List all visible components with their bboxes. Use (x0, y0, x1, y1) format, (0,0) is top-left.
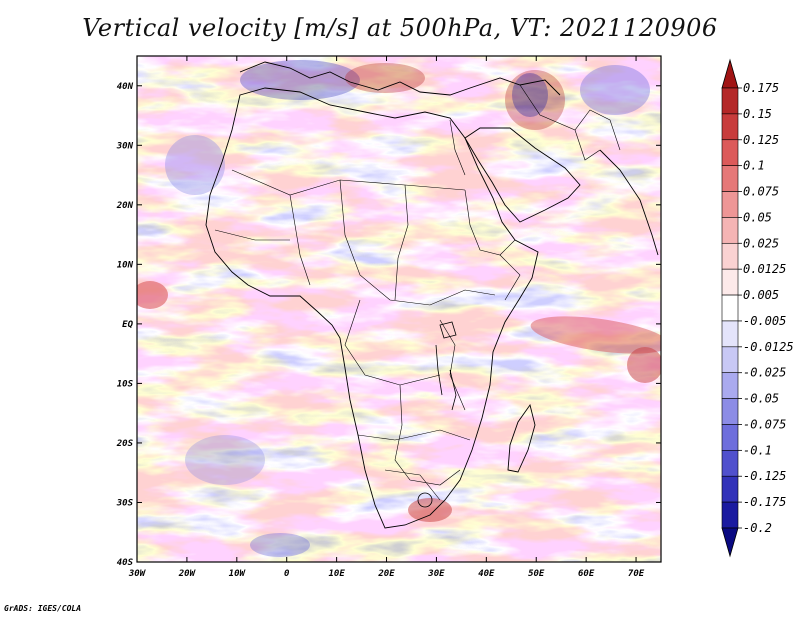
coastlines (205, 61, 659, 529)
colorbar-top-arrow (721, 58, 739, 89)
colorbar-segment (721, 139, 739, 166)
colorbar-segment (721, 87, 739, 115)
colorbar-label: -0.075 (743, 417, 786, 431)
colorbar-label: -0.025 (743, 366, 786, 380)
velocity-field (137, 56, 661, 562)
lat-tick-label: 10S (117, 379, 134, 389)
lakes (417, 321, 457, 508)
lon-tick-label: 70E (628, 569, 645, 579)
colorbar-segment (721, 475, 739, 503)
lat-tick-label: 10N (117, 260, 134, 270)
colorbar-segment (721, 398, 739, 425)
colorbar-segment (721, 424, 739, 451)
arabia-coastline (464, 127, 581, 223)
lon-tick-label: 30E (427, 569, 445, 579)
lon-tick-label: 20E (377, 569, 395, 579)
colorbar-label: -0.005 (743, 314, 786, 328)
colorbar-segment (721, 217, 739, 244)
colorbar-segment (721, 191, 739, 218)
colorbar-label: 0.175 (743, 81, 779, 95)
colorbar-label: 0.125 (743, 133, 779, 147)
colorbar-label: 0.15 (743, 107, 772, 121)
credit-text: GrADS: IGES/COLA (4, 604, 82, 613)
lat-tick-label: 30N (116, 141, 134, 151)
lat-tick-label: 20N (116, 201, 134, 211)
colorbar-label: -0.125 (743, 469, 786, 483)
lon-tick-label: 60E (578, 569, 595, 579)
lon-tick-label: 50E (528, 569, 545, 579)
lat-tick-label: 20S (116, 439, 134, 449)
colorbar-bottom-arrow (721, 527, 739, 558)
lon-tick-label: 0 (284, 569, 290, 579)
map-title: Vertical velocity [m/s] at 500hPa, VT: 2… (82, 14, 718, 42)
lon-tick-label: 10W (229, 569, 247, 579)
colorbar-label: 0.005 (743, 288, 779, 302)
longitude-axis: 30W 20W 10W 0 10E 20E 30E 40E 50E 60E 70E (128, 56, 645, 579)
lat-tick-label: 40S (117, 558, 134, 568)
colorbar-label: -0.175 (743, 495, 786, 509)
colorbar-segment (721, 501, 739, 529)
colorbar-label: -0.1 (743, 443, 772, 457)
colorbar-label: -0.0125 (743, 340, 794, 354)
colorbar-segment (721, 450, 739, 477)
colorbar-label: -0.05 (743, 392, 779, 406)
colorbar-segment (721, 113, 739, 141)
lat-tick-label: 40N (117, 82, 134, 92)
africa-coastline (205, 87, 539, 529)
colorbar-label: 0.075 (743, 185, 779, 199)
lon-tick-label: 40E (478, 569, 495, 579)
colorbar-segment (721, 320, 739, 348)
europe-coastline (239, 61, 561, 96)
lat-tick-label: EQ (122, 320, 133, 330)
colorbar-segment (721, 294, 739, 322)
latitude-axis: 40N 30N 20N 10N EQ 10S 20S 30S 40S (116, 82, 661, 568)
lat-tick-label: 30S (116, 498, 134, 508)
colorbar-segment (721, 165, 739, 192)
lon-tick-label: 20W (178, 569, 197, 579)
colorbar-segment (721, 346, 739, 374)
lon-tick-label: 10E (328, 569, 345, 579)
colorbar: 0.175 0.15 0.125 0.1 0.075 0.05 0.025 0.0125 0.0… (721, 58, 794, 558)
colorbar-label: -0.2 (743, 521, 772, 535)
lon-tick-label: 30W (128, 569, 147, 579)
colorbar-label: 0.1 (743, 159, 765, 173)
madagascar-coastline (507, 403, 536, 473)
colorbar-segment (721, 268, 739, 296)
plot-frame (136, 55, 662, 563)
colorbar-segment (721, 242, 739, 270)
india-coastline (599, 149, 659, 256)
colorbar-label: 0.0125 (743, 262, 786, 276)
colorbar-label: 0.05 (743, 210, 772, 224)
colorbar-label: 0.025 (743, 236, 779, 250)
country-borders (214, 84, 621, 501)
colorbar-segment (721, 372, 739, 399)
